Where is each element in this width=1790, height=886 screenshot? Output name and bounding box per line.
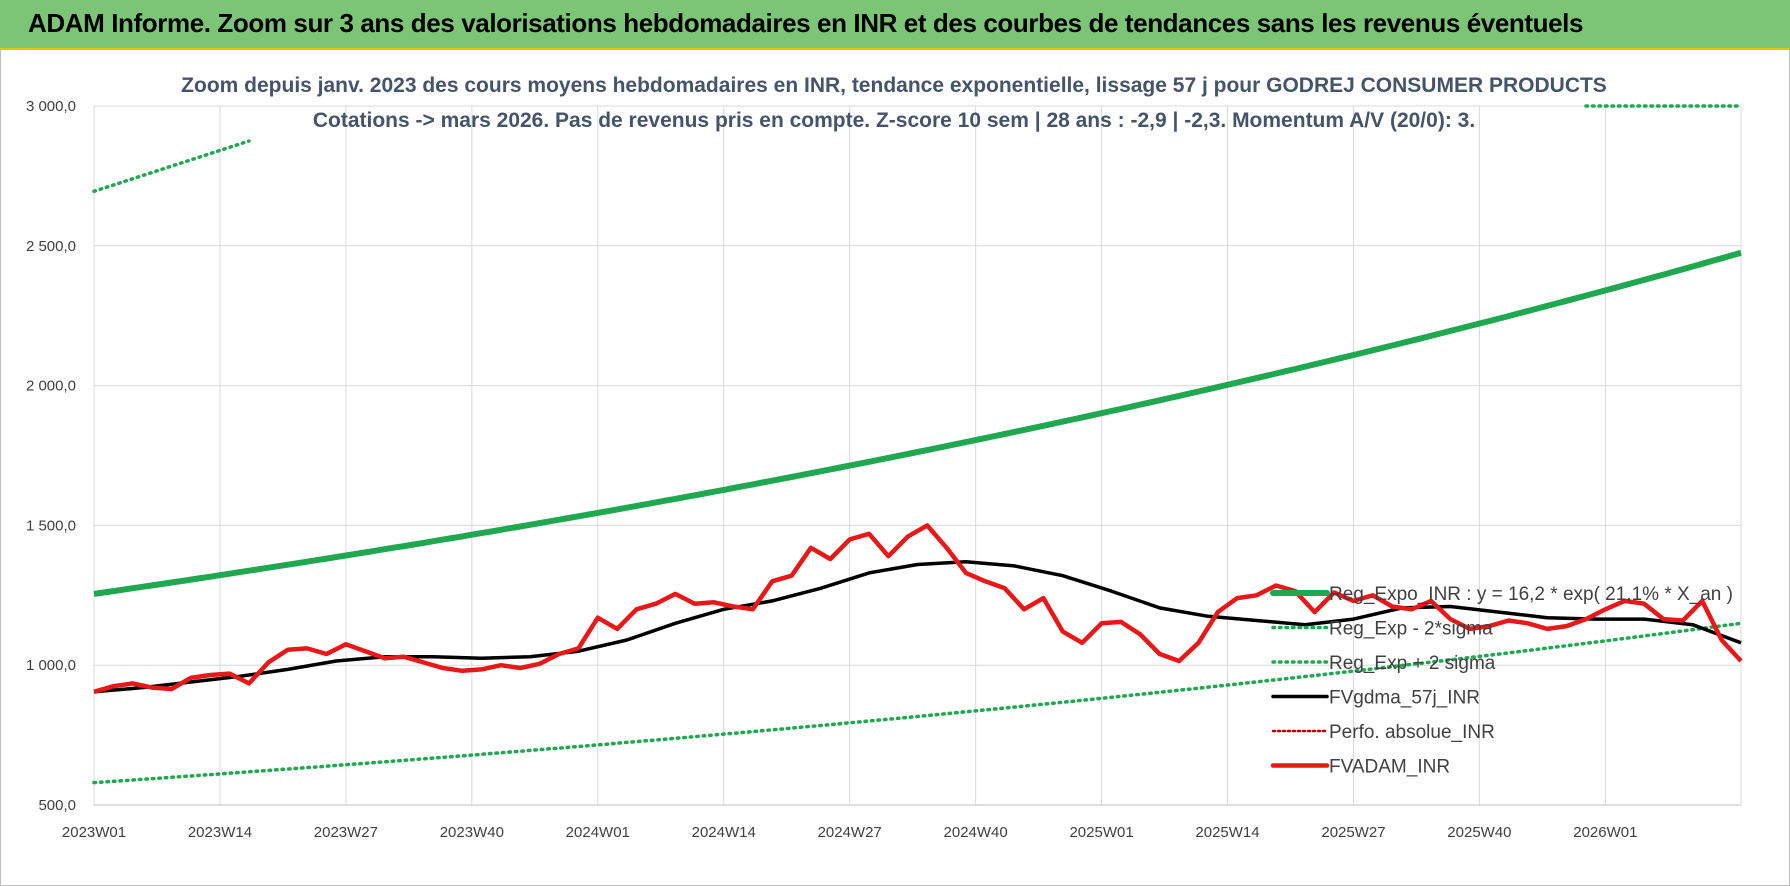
gridlines <box>93 105 1742 806</box>
x-tick-label: 2024W27 <box>818 824 882 841</box>
y-tick-label: 500,0 <box>38 797 76 814</box>
chart-subtitle-line-1: Zoom depuis janv. 2023 des cours moyens … <box>181 74 1607 97</box>
y-tick-label: 1 000,0 <box>26 657 76 674</box>
x-tick-label: 2026W01 <box>1573 824 1637 841</box>
x-tick-label: 2025W14 <box>1195 824 1259 841</box>
legend-label: Reg_Expo_INR : y = 16,2 * exp( 21,1% * X… <box>1329 584 1733 605</box>
reg-exp-plus-2sigma-line <box>92 139 251 194</box>
valuation-chart: 500,0 1 000,0 1 500,0 2 000,0 2 500,0 3 000,0… <box>26 74 1743 841</box>
x-tick-label: 2024W14 <box>692 824 756 841</box>
legend: Reg_Expo_INR : y = 16,2 * exp( 21,1% * X… <box>1270 584 1733 778</box>
report-banner: ADAM Informe. Zoom sur 3 ans des valoris… <box>0 0 1790 50</box>
x-tick-label: 2025W01 <box>1069 824 1133 841</box>
y-tick-label: 1 500,0 <box>26 517 76 534</box>
x-tick-label: 2024W01 <box>566 824 630 841</box>
x-tick-label: 2023W40 <box>440 824 504 841</box>
x-axis-ticks: 2023W01 2023W14 2023W27 2023W40 2024W01 2024W… <box>62 824 1638 841</box>
y-tick-label: 2 500,0 <box>26 238 76 255</box>
x-tick-label: 2024W40 <box>944 824 1008 841</box>
x-tick-label: 2025W40 <box>1447 824 1511 841</box>
y-tick-label: 2 000,0 <box>26 378 76 395</box>
y-tick-label: 3 000,0 <box>26 98 76 115</box>
x-tick-label: 2023W01 <box>62 824 126 841</box>
chart-subtitle-line-2: Cotations -> mars 2026. Pas de revenus p… <box>313 109 1475 132</box>
series-lines <box>92 104 1743 785</box>
x-tick-label: 2023W27 <box>314 824 378 841</box>
reg-exp-minus-2sigma-line <box>92 621 1743 785</box>
fvadam-line <box>93 523 1743 694</box>
fvgdma-line <box>93 559 1742 694</box>
legend-label: FVgdma_57j_INR <box>1329 688 1480 709</box>
legend-label: Reg_Exp + 2 sigma <box>1329 653 1496 674</box>
report-title: ADAM Informe. Zoom sur 3 ans des valoris… <box>28 8 1584 38</box>
y-axis-ticks: 500,0 1 000,0 1 500,0 2 000,0 2 500,0 3 000,0 <box>26 98 76 814</box>
legend-label: Reg_Exp - 2*sigma <box>1329 619 1493 640</box>
x-tick-label: 2023W14 <box>188 824 252 841</box>
legend-label: Perfo. absolue_INR <box>1329 722 1495 743</box>
legend-label: FVADAM_INR <box>1329 757 1450 778</box>
reg-expo-line <box>93 249 1742 597</box>
x-tick-label: 2025W27 <box>1321 824 1385 841</box>
